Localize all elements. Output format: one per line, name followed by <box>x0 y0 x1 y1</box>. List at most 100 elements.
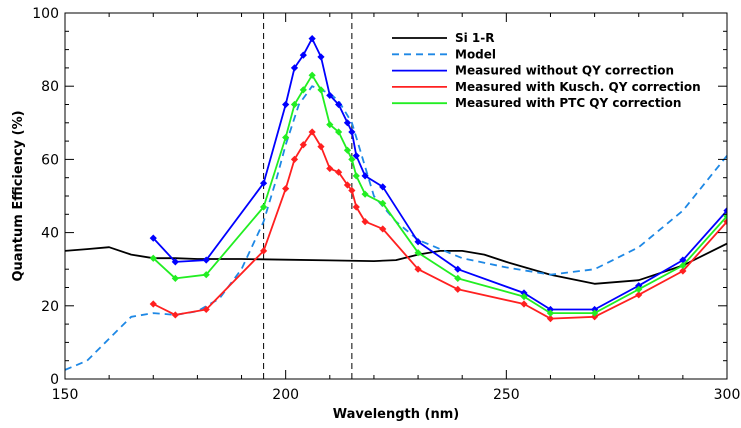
data-point <box>282 185 290 193</box>
y-axis-title: Quantum Efficiency (%) <box>11 110 26 281</box>
legend-label: Measured with PTC QY correction <box>455 96 681 110</box>
data-point <box>591 309 599 317</box>
data-point <box>299 51 307 59</box>
data-point <box>335 168 343 176</box>
series-layer <box>65 35 727 371</box>
data-point <box>308 35 316 43</box>
data-point <box>317 53 325 61</box>
data-point <box>149 234 157 242</box>
x-tick-label: 300 <box>714 387 741 403</box>
data-point <box>679 261 687 270</box>
legend: Si 1-R Model Measured without QY correctio… <box>392 31 701 110</box>
data-point <box>343 181 352 189</box>
data-point <box>260 247 268 255</box>
data-point <box>352 152 360 160</box>
data-point <box>414 238 422 246</box>
data-point <box>299 86 307 94</box>
data-point <box>317 86 325 94</box>
data-point <box>379 225 387 233</box>
data-point <box>343 119 352 127</box>
data-point <box>260 203 268 211</box>
data-point <box>171 274 179 282</box>
y-tick-label: 80 <box>41 79 59 95</box>
y-tick-label: 40 <box>41 226 59 242</box>
data-point <box>414 265 422 273</box>
axis-tick-labels: 150 200 250 300 0 20 40 60 80 100 <box>32 6 740 403</box>
data-point <box>454 274 462 282</box>
data-point <box>348 186 356 195</box>
x-tick-label: 150 <box>52 387 79 403</box>
series-line <box>152 74 727 315</box>
series-4 <box>149 71 727 317</box>
legend-label: Measured without QY correction <box>455 64 674 78</box>
data-point <box>308 128 316 136</box>
data-point <box>361 218 369 226</box>
data-point <box>361 172 369 180</box>
data-point <box>379 199 387 207</box>
data-point <box>326 121 334 129</box>
data-point <box>171 258 179 266</box>
x-tick-label: 250 <box>493 387 520 403</box>
data-point <box>290 64 299 72</box>
series-2 <box>149 35 727 314</box>
data-point <box>379 183 387 191</box>
data-point <box>317 142 325 151</box>
data-point <box>290 155 299 163</box>
data-point <box>723 207 727 215</box>
data-point <box>679 256 687 264</box>
data-point <box>202 256 210 264</box>
data-point <box>454 265 462 273</box>
data-point <box>326 91 334 99</box>
legend-label: Model <box>455 47 496 61</box>
data-point <box>520 293 528 301</box>
data-point <box>520 300 528 308</box>
data-point <box>723 218 727 226</box>
series-line <box>152 37 727 311</box>
data-point <box>520 289 528 297</box>
data-point <box>635 285 643 293</box>
data-point <box>282 100 290 109</box>
data-point <box>202 271 210 279</box>
series-3 <box>149 128 727 323</box>
legend-label: Si 1-R <box>455 31 495 45</box>
data-point <box>308 71 316 79</box>
y-tick-label: 0 <box>50 372 59 388</box>
data-point <box>171 311 179 319</box>
series-line <box>65 242 727 285</box>
axis-ticks <box>64 12 728 380</box>
data-point <box>591 305 599 314</box>
series-0 <box>65 242 727 285</box>
x-tick-label: 200 <box>272 387 299 403</box>
y-tick-label: 100 <box>32 6 59 22</box>
data-point <box>546 309 555 317</box>
data-point <box>679 267 687 275</box>
data-point <box>352 172 360 180</box>
data-point <box>149 300 157 308</box>
series-line <box>65 85 727 371</box>
data-point <box>202 305 210 314</box>
data-point <box>454 285 462 293</box>
data-point <box>361 190 369 198</box>
x-axis-title: Wavelength (nm) <box>333 407 459 422</box>
data-point <box>546 315 555 323</box>
data-point <box>635 291 643 299</box>
reference-lines <box>263 13 353 379</box>
data-point <box>290 100 299 109</box>
y-tick-label: 20 <box>41 299 59 315</box>
data-point <box>260 179 268 187</box>
data-point <box>414 249 422 257</box>
data-point <box>335 128 343 136</box>
data-point <box>348 128 356 136</box>
data-point <box>299 141 307 149</box>
series-line <box>152 130 727 320</box>
data-point <box>335 100 343 109</box>
data-point <box>348 155 356 163</box>
data-point <box>546 305 555 314</box>
y-tick-label: 60 <box>41 152 59 168</box>
data-point <box>352 203 360 211</box>
legend-label: Measured with Kusch. QY correction <box>455 80 701 94</box>
data-point <box>326 164 334 173</box>
data-point <box>591 313 599 321</box>
data-point <box>149 254 157 262</box>
